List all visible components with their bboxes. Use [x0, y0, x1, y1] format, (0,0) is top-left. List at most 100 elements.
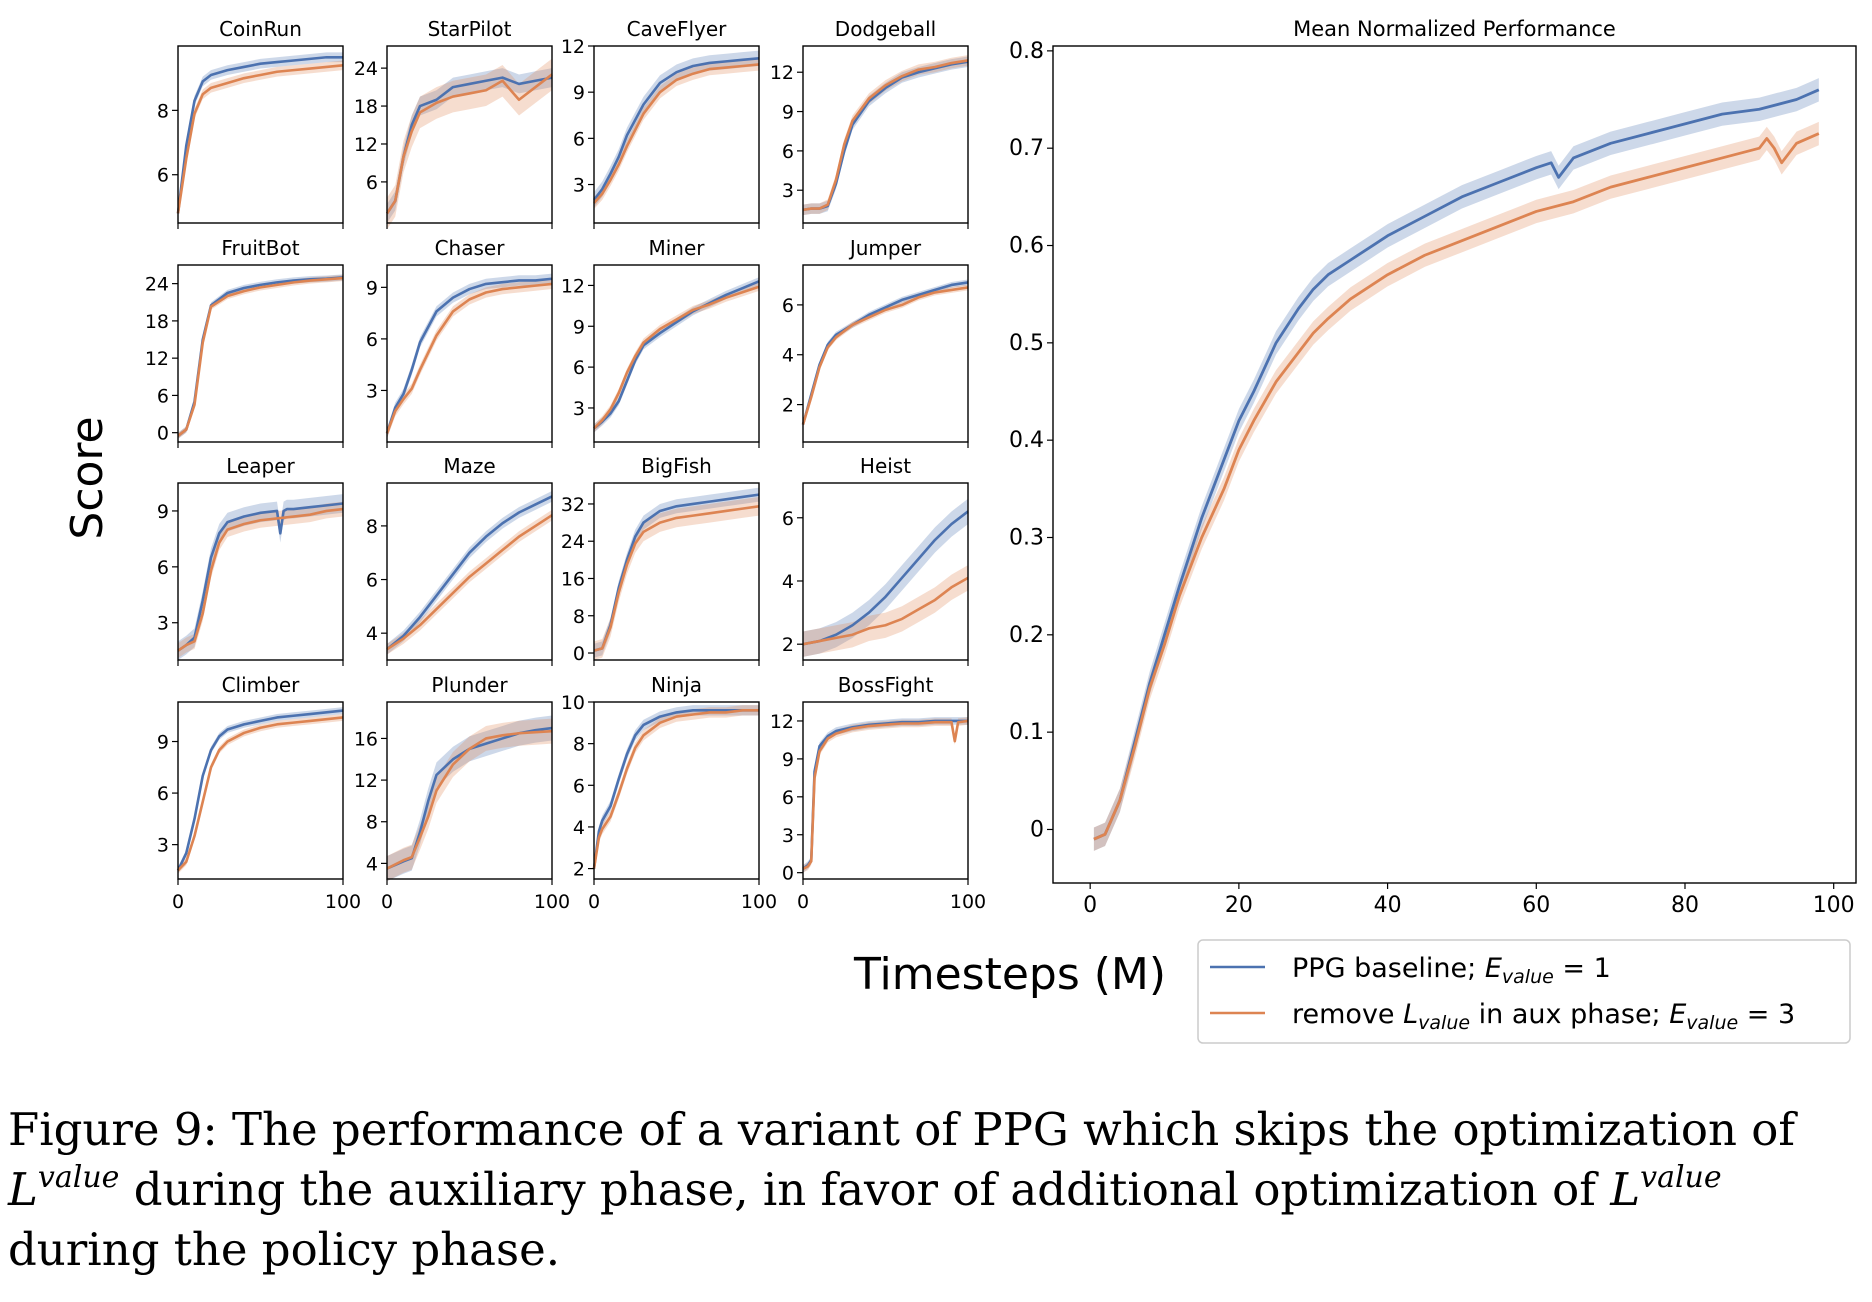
y-tick-label-miner: 6: [573, 357, 585, 379]
x-tick-label-ninja: 0: [588, 891, 600, 913]
y-tick-label-mean-normalized-performance: 0.5: [1009, 331, 1044, 356]
figure-caption: Figure 9: The performance of a variant o…: [8, 1100, 1868, 1280]
band-miner-0: [594, 277, 759, 433]
x-tick-label-ninja: 100: [741, 891, 777, 913]
series-line-climber-1: [177, 716, 344, 872]
band-heist-0: [803, 498, 968, 657]
y-tick-label-bossfight: 0: [782, 863, 794, 885]
series-line-fruitbot-1: [177, 276, 344, 437]
panel-title-heist: Heist: [860, 454, 911, 478]
band-fruitbot-0: [178, 274, 343, 439]
caption-part-3: during the policy phase.: [8, 1223, 561, 1276]
axes-frame-coinrun: [177, 45, 344, 224]
axes-frame-chaser: [386, 264, 553, 443]
y-tick-label-mean-normalized-performance: 0.3: [1009, 525, 1044, 550]
y-tick-label-dodgeball: 9: [782, 102, 794, 124]
y-tick-label-mean-normalized-performance: 0.7: [1009, 136, 1044, 161]
y-tick-label-mean-normalized-performance: 0.6: [1009, 234, 1044, 259]
y-tick-label-ninja: 10: [561, 692, 585, 714]
legend-entry-variant-symbol: L: [1403, 999, 1418, 1030]
x-tick-label-climber: 0: [172, 891, 184, 913]
axes-frame-starpilot: [386, 45, 553, 224]
panel-title-caveflyer: CaveFlyer: [627, 17, 728, 41]
band-chaser-1: [387, 278, 552, 439]
panels: CoinRun68StarPilot6121824CaveFlyer36912D…: [145, 17, 1857, 918]
y-tick-label-bigfish: 8: [573, 606, 585, 628]
y-tick-label-bossfight: 6: [782, 787, 794, 809]
y-tick-label-miner: 12: [561, 275, 585, 297]
series-line-ninja-1: [592, 709, 759, 869]
y-tick-label-jumper: 6: [782, 295, 794, 317]
panel-plunder: Plunder 4 8 12 16 0 100: [354, 673, 570, 913]
series-line-caveflyer-0: [592, 57, 760, 201]
panel-title-mean-normalized-performance: Mean Normalized Performance: [1293, 17, 1616, 41]
y-tick-label-mean-normalized-performance: 0.4: [1009, 428, 1044, 453]
x-tick-label-mean-normalized-performance: 40: [1374, 893, 1402, 918]
x-tick-label-bossfight: 100: [950, 891, 986, 913]
axes-frame-mean-normalized-performance: [1052, 45, 1857, 884]
x-tick-label-mean-normalized-performance: 0: [1083, 893, 1097, 918]
x-tick-label-bossfight: 0: [797, 891, 809, 913]
y-tick-label-mean-normalized-performance: 0.1: [1009, 720, 1044, 745]
band-plunder-1: [387, 718, 552, 882]
y-tick-label-mean-normalized-performance: 0: [1030, 817, 1044, 842]
series-line-ninja-0: [592, 709, 759, 869]
band-leaper-1: [178, 501, 343, 659]
series-line-leaper-1: [177, 507, 344, 652]
y-tick-label-maze: 8: [366, 516, 378, 538]
x-tick-label-mean-normalized-performance: 80: [1671, 893, 1699, 918]
panel-caveflyer: CaveFlyer 3 6 9 12: [561, 17, 760, 229]
y-tick-label-starpilot: 18: [354, 96, 378, 118]
y-tick-label-climber: 9: [157, 732, 169, 754]
y-tick-label-climber: 6: [157, 783, 169, 805]
panel-miner: Miner 3 6 9 12: [561, 236, 760, 448]
y-tick-label-miner: 3: [573, 398, 585, 420]
y-tick-label-caveflyer: 6: [573, 128, 585, 150]
caption-part-1: The performance of a variant of PPG whic…: [231, 1103, 1796, 1156]
y-tick-label-fruitbot: 0: [157, 423, 169, 445]
y-tick-label-dodgeball: 6: [782, 141, 794, 163]
y-tick-label-plunder: 16: [354, 728, 378, 750]
band-bigfish-1: [594, 496, 759, 660]
y-tick-label-caveflyer: 12: [561, 36, 585, 58]
series-line-coinrun-1: [176, 64, 344, 214]
band-mean-normalized-performance-0: [1093, 78, 1819, 851]
legend-box: [1197, 939, 1851, 1044]
axes-frame-ninja: [593, 701, 760, 880]
series-line-chaser-0: [385, 277, 553, 434]
legend-entry-baseline: PPG baseline; Evalue = 1: [1292, 953, 1611, 988]
y-tick-label-bigfish: 16: [561, 568, 585, 590]
axes-frame-leaper: [177, 482, 344, 661]
x-tick-label-climber: 100: [325, 891, 361, 913]
band-fruitbot-1: [178, 274, 343, 439]
axes-frame-maze: [386, 482, 553, 661]
band-jumper-0: [803, 279, 968, 428]
panel-dodgeball: Dodgeball 3 6 9 12: [770, 17, 969, 229]
panel-chaser: Chaser 3 6 9: [366, 236, 553, 448]
legend-entry-variant-suffix: = 3: [1738, 999, 1795, 1030]
series-line-starpilot-1: [385, 73, 553, 215]
band-mean-normalized-performance-1: [1093, 121, 1819, 851]
y-tick-label-ninja: 8: [573, 734, 585, 756]
panel-title-bigfish: BigFish: [641, 454, 712, 478]
y-tick-label-bigfish: 32: [561, 494, 585, 516]
panel-title-coinrun: CoinRun: [219, 17, 302, 41]
axes-frame-fruitbot: [177, 264, 344, 443]
panel-jumper: Jumper 2 4 6: [782, 236, 969, 448]
axes-frame-plunder: [386, 701, 553, 880]
caption-symbol-l-2: L: [1610, 1163, 1641, 1216]
y-tick-label-chaser: 3: [366, 380, 378, 402]
series-line-jumper-1: [801, 286, 969, 425]
y-tick-label-plunder: 8: [366, 812, 378, 834]
y-tick-label-chaser: 9: [366, 277, 378, 299]
y-tick-label-fruitbot: 12: [145, 348, 169, 370]
y-tick-label-coinrun: 6: [157, 165, 169, 187]
y-tick-label-bossfight: 3: [782, 825, 794, 847]
y-tick-label-heist: 6: [782, 508, 794, 530]
y-tick-label-maze: 4: [366, 623, 378, 645]
y-tick-label-climber: 3: [157, 835, 169, 857]
panel-title-bossfight: BossFight: [838, 673, 934, 697]
caption-symbol-l: L: [8, 1163, 38, 1216]
panel-mean-normalized-performance: Mean Normalized Performance 0 0.1 0.2 0.3 0.4…: [1009, 17, 1857, 918]
y-tick-label-leaper: 9: [157, 501, 169, 523]
